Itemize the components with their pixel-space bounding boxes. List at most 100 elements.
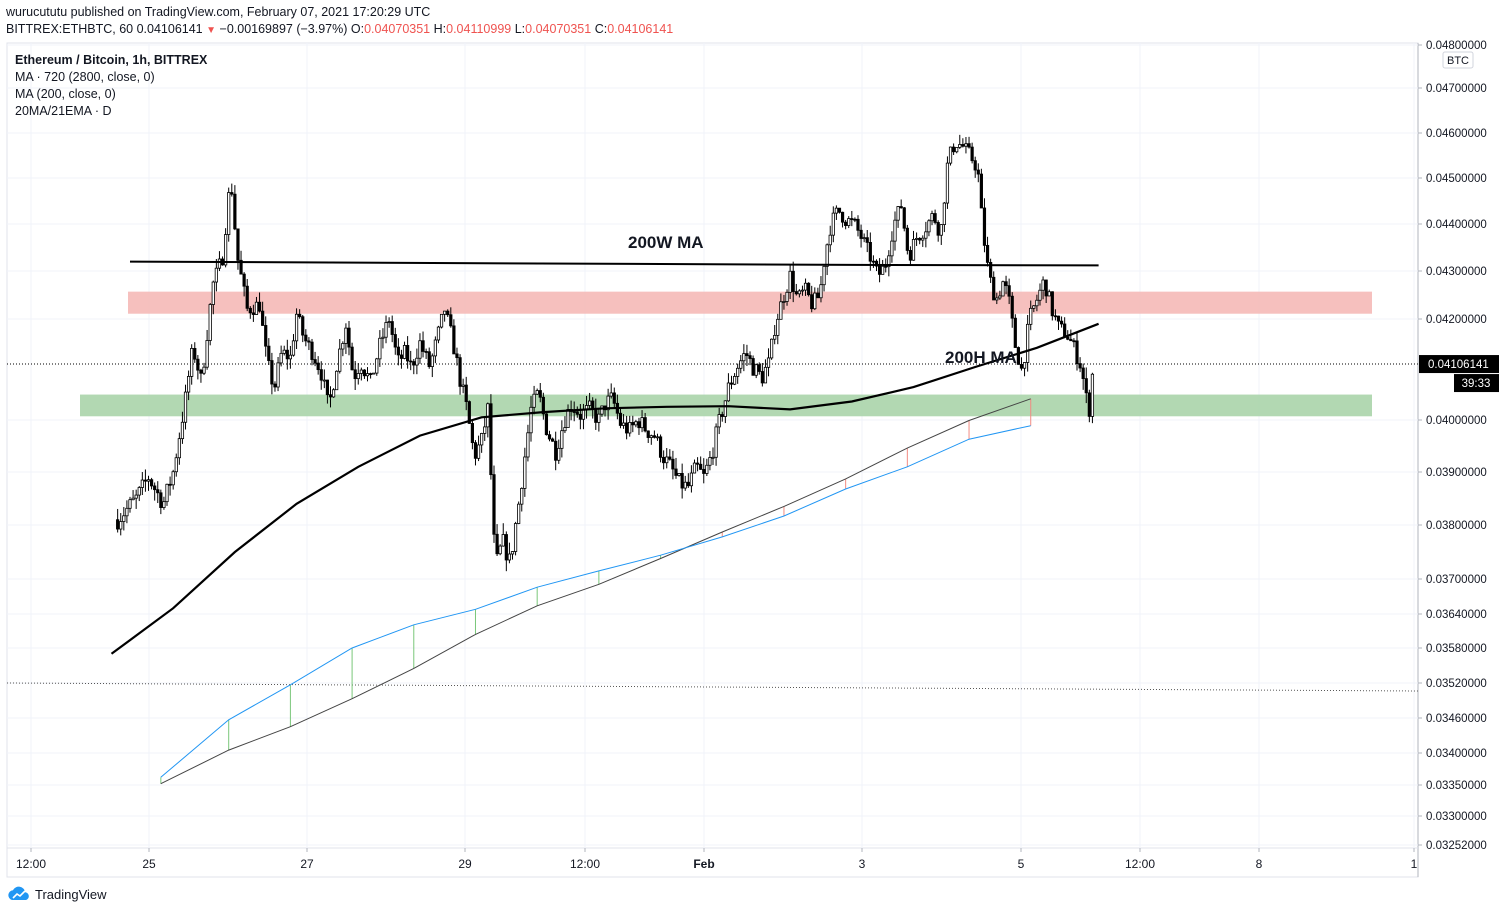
candle-body bbox=[976, 169, 980, 175]
y-tick-label: 0.03800000 bbox=[1426, 520, 1487, 532]
candle-body bbox=[557, 447, 561, 461]
candle-body bbox=[208, 304, 212, 341]
candle-body bbox=[853, 218, 857, 221]
candle-body bbox=[955, 147, 959, 153]
y-tick-label: 0.03400000 bbox=[1426, 748, 1487, 760]
candle-body bbox=[381, 336, 385, 339]
candle-body bbox=[190, 348, 194, 377]
candle-body bbox=[520, 488, 524, 505]
legend-20ma-21ema[interactable]: 20MA/21EMA · D bbox=[15, 104, 112, 118]
candle-body bbox=[402, 345, 407, 359]
candle-body bbox=[668, 456, 672, 460]
candle-body bbox=[291, 340, 296, 356]
candle-body bbox=[739, 360, 743, 369]
tradingview-footer[interactable]: TradingView bbox=[6, 886, 107, 902]
legend-ma200[interactable]: MA (200, close, 0) bbox=[15, 87, 116, 101]
candle-body bbox=[344, 327, 348, 344]
candle-body bbox=[621, 422, 626, 426]
candle-body bbox=[1029, 307, 1033, 325]
candle-body bbox=[153, 485, 157, 491]
candle-body bbox=[979, 173, 983, 209]
candle-body bbox=[871, 260, 876, 263]
candle-body bbox=[193, 348, 197, 360]
x-tick-label: 5 bbox=[1018, 857, 1025, 871]
candle-body bbox=[492, 474, 496, 535]
annotation-200h-ma: 200H MA bbox=[945, 348, 1017, 367]
candle-body bbox=[810, 294, 814, 310]
candle-body bbox=[989, 262, 993, 278]
candle-body bbox=[538, 390, 542, 398]
candle-body bbox=[196, 358, 200, 371]
candle-body bbox=[695, 462, 700, 465]
candle-body bbox=[1087, 392, 1091, 417]
candle-body bbox=[770, 338, 774, 359]
y-tick-label: 0.04000000 bbox=[1426, 415, 1487, 427]
candle-body bbox=[526, 432, 530, 458]
candle-body bbox=[757, 364, 761, 372]
open-label: O: bbox=[350, 22, 365, 36]
candle-body bbox=[412, 361, 416, 366]
candle-body bbox=[825, 244, 829, 267]
candle-body bbox=[961, 144, 965, 147]
candle-body bbox=[902, 207, 906, 229]
candle-body bbox=[307, 340, 311, 343]
candle-body bbox=[510, 551, 515, 555]
legend-ma720[interactable]: MA · 720 (2800, close, 0) bbox=[15, 70, 155, 84]
candle-body bbox=[674, 468, 678, 476]
candle-body bbox=[217, 258, 222, 269]
candle-body bbox=[261, 310, 265, 326]
candle-body bbox=[251, 312, 255, 315]
candle-body bbox=[171, 471, 175, 486]
annotation-200w-ma: 200W MA bbox=[628, 233, 704, 252]
candle-body bbox=[665, 456, 669, 464]
candle-body bbox=[359, 369, 363, 374]
candle-body bbox=[532, 393, 536, 408]
candle-body bbox=[473, 442, 478, 459]
candle-body bbox=[328, 394, 333, 398]
candle-body bbox=[705, 464, 709, 474]
candle-body bbox=[905, 227, 909, 251]
candle-body bbox=[779, 301, 783, 320]
candle-body bbox=[714, 426, 718, 458]
candle-body bbox=[236, 228, 240, 261]
daily-ema-line bbox=[160, 425, 1031, 778]
candle-body bbox=[1066, 336, 1070, 340]
candle-body bbox=[816, 292, 820, 299]
candle-body bbox=[868, 242, 872, 262]
candles bbox=[116, 134, 1095, 572]
candle-body bbox=[683, 481, 687, 489]
candle-body bbox=[874, 260, 879, 267]
candle-body bbox=[822, 265, 826, 286]
candle-body bbox=[415, 357, 419, 366]
candle-body bbox=[517, 503, 521, 524]
candle-body bbox=[476, 444, 481, 459]
candle-body bbox=[918, 237, 922, 241]
candle-body bbox=[881, 265, 885, 275]
candle-body bbox=[489, 403, 493, 476]
candle-body bbox=[214, 267, 218, 283]
high-value: 0.04110999 bbox=[446, 22, 512, 36]
last-price-label: 0.04106141 bbox=[1428, 359, 1489, 371]
candle-body bbox=[480, 433, 484, 446]
y-tick-label: 0.04600000 bbox=[1426, 128, 1487, 140]
candle-body bbox=[239, 259, 243, 275]
candle-body bbox=[504, 534, 508, 561]
candle-body bbox=[177, 438, 181, 459]
candle-body bbox=[1004, 281, 1008, 287]
countdown-label-bg bbox=[1454, 374, 1499, 393]
y-tick-label: 0.03300000 bbox=[1426, 811, 1487, 823]
candle-body bbox=[637, 421, 641, 429]
candle-body bbox=[939, 224, 943, 236]
candle-body bbox=[341, 343, 345, 350]
candle-body bbox=[310, 341, 314, 360]
candle-body bbox=[294, 313, 299, 342]
x-tick-label: 12:00 bbox=[570, 857, 600, 871]
low-label: L: bbox=[514, 22, 526, 36]
candle-body bbox=[544, 413, 549, 436]
candle-body bbox=[134, 494, 138, 499]
candle-body bbox=[625, 422, 629, 434]
legend-title[interactable]: Ethereum / Bitcoin, 1h, BITTREX bbox=[15, 53, 208, 67]
candle-body bbox=[1084, 378, 1088, 394]
candle-body bbox=[1056, 315, 1061, 322]
